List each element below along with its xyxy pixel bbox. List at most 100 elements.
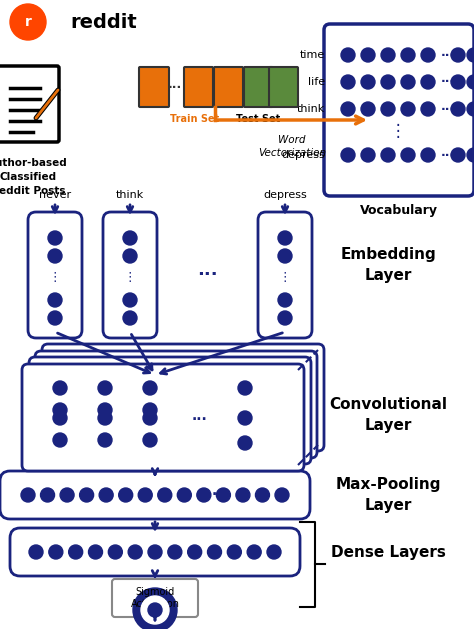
Text: Sigmoid
Activation: Sigmoid Activation — [130, 587, 180, 610]
Circle shape — [451, 102, 465, 116]
FancyBboxPatch shape — [0, 471, 310, 519]
Circle shape — [401, 48, 415, 62]
Circle shape — [133, 588, 177, 629]
Circle shape — [467, 48, 474, 62]
Text: Convolutional
Layer: Convolutional Layer — [330, 397, 447, 433]
FancyBboxPatch shape — [258, 212, 312, 338]
FancyBboxPatch shape — [244, 67, 273, 107]
Circle shape — [275, 488, 289, 502]
FancyBboxPatch shape — [42, 344, 324, 451]
Text: ···: ··· — [441, 48, 455, 62]
Circle shape — [41, 488, 55, 502]
Text: depress: depress — [263, 190, 307, 200]
Text: ···: ··· — [192, 413, 208, 427]
Circle shape — [361, 48, 375, 62]
Circle shape — [401, 75, 415, 89]
Circle shape — [48, 293, 62, 307]
FancyBboxPatch shape — [22, 364, 304, 471]
Circle shape — [341, 148, 355, 162]
Text: Embedding
Layer: Embedding Layer — [341, 247, 437, 283]
Circle shape — [381, 102, 395, 116]
Circle shape — [381, 148, 395, 162]
Circle shape — [421, 102, 435, 116]
Text: ⋮: ⋮ — [49, 272, 61, 284]
FancyBboxPatch shape — [10, 528, 300, 576]
Text: ···: ··· — [441, 103, 455, 116]
Circle shape — [123, 311, 137, 325]
Circle shape — [361, 75, 375, 89]
Text: think: think — [297, 104, 325, 114]
Circle shape — [278, 231, 292, 245]
Text: ⋮: ⋮ — [124, 272, 136, 284]
Circle shape — [341, 48, 355, 62]
Circle shape — [143, 411, 157, 425]
Circle shape — [467, 75, 474, 89]
Circle shape — [208, 545, 221, 559]
Circle shape — [148, 603, 162, 617]
Text: never: never — [39, 190, 71, 200]
Circle shape — [401, 102, 415, 116]
Circle shape — [123, 293, 137, 307]
Circle shape — [238, 411, 252, 425]
Circle shape — [98, 403, 112, 417]
FancyBboxPatch shape — [324, 24, 474, 196]
Text: r: r — [25, 15, 31, 29]
Circle shape — [53, 411, 67, 425]
Circle shape — [467, 148, 474, 162]
Circle shape — [228, 545, 241, 559]
Circle shape — [98, 411, 112, 425]
Text: ···: ··· — [197, 266, 217, 284]
Circle shape — [60, 488, 74, 502]
Circle shape — [236, 488, 250, 502]
Circle shape — [467, 102, 474, 116]
Text: Vocabulary: Vocabulary — [360, 204, 438, 217]
Circle shape — [123, 249, 137, 263]
Text: ⋮: ⋮ — [55, 403, 65, 413]
Circle shape — [29, 545, 43, 559]
Circle shape — [128, 545, 142, 559]
FancyBboxPatch shape — [184, 67, 213, 107]
Circle shape — [143, 433, 157, 447]
Circle shape — [48, 249, 62, 263]
Circle shape — [217, 488, 230, 502]
Circle shape — [80, 488, 94, 502]
Circle shape — [109, 545, 122, 559]
Text: ⋮: ⋮ — [390, 122, 406, 140]
Circle shape — [168, 545, 182, 559]
Circle shape — [48, 311, 62, 325]
Circle shape — [99, 488, 113, 502]
Text: Train Set: Train Set — [170, 114, 219, 124]
Circle shape — [361, 102, 375, 116]
Circle shape — [10, 4, 46, 40]
Text: ···: ··· — [441, 148, 455, 162]
FancyBboxPatch shape — [29, 357, 311, 464]
Text: ···: ··· — [441, 75, 455, 89]
Circle shape — [188, 545, 201, 559]
Circle shape — [361, 148, 375, 162]
Circle shape — [143, 381, 157, 395]
Circle shape — [118, 488, 133, 502]
Circle shape — [247, 545, 261, 559]
Circle shape — [21, 488, 35, 502]
Text: ⋮: ⋮ — [145, 403, 155, 413]
Circle shape — [69, 545, 82, 559]
Text: ⋮: ⋮ — [100, 403, 110, 413]
Circle shape — [197, 488, 211, 502]
FancyBboxPatch shape — [0, 66, 59, 142]
Circle shape — [451, 75, 465, 89]
Circle shape — [89, 545, 102, 559]
Circle shape — [278, 293, 292, 307]
Circle shape — [238, 436, 252, 450]
Text: depress: depress — [281, 150, 325, 160]
FancyBboxPatch shape — [35, 351, 317, 458]
Circle shape — [238, 381, 252, 395]
Text: reddit: reddit — [70, 13, 137, 31]
Text: ···: ··· — [168, 81, 182, 94]
Circle shape — [381, 75, 395, 89]
Text: Max-Pooling
Layer: Max-Pooling Layer — [336, 477, 441, 513]
Circle shape — [341, 102, 355, 116]
Circle shape — [421, 75, 435, 89]
Circle shape — [48, 231, 62, 245]
Text: time: time — [300, 50, 325, 60]
FancyBboxPatch shape — [214, 67, 243, 107]
